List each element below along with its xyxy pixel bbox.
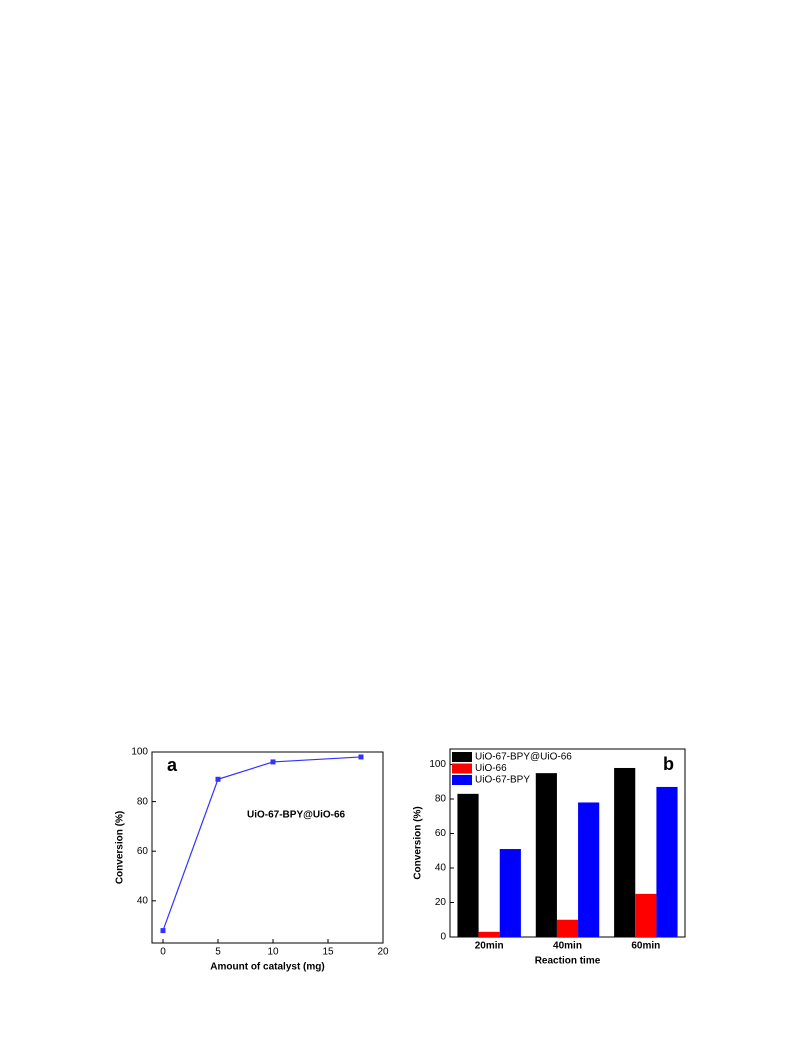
y-tick-label: 100 xyxy=(131,747,148,758)
bar xyxy=(457,793,479,937)
legend-label: UiO-67-BPY xyxy=(475,775,530,786)
bar xyxy=(578,802,600,937)
x-axis-label: Amount of catalyst (mg) xyxy=(210,962,324,973)
series-label: UiO-67-BPY@UiO-66 xyxy=(247,810,346,821)
y-tick-label: 60 xyxy=(137,846,149,857)
bar xyxy=(656,786,678,937)
bar xyxy=(535,773,557,937)
bar xyxy=(614,767,636,937)
y-axis-label: Conversion (%) xyxy=(115,811,126,884)
y-tick-label: 40 xyxy=(435,863,447,874)
annotation-label: b xyxy=(663,754,674,774)
data-line xyxy=(162,756,362,931)
x-tick-label: 20 xyxy=(377,947,389,958)
bar xyxy=(556,919,579,937)
x-tick-label: 10 xyxy=(267,947,279,958)
data-point xyxy=(160,928,166,934)
y-tick-label: 100 xyxy=(429,759,446,770)
legend-swatch xyxy=(452,752,472,762)
legend-label: UiO-67-BPY@UiO-66 xyxy=(475,752,572,763)
legend-label: UiO-66 xyxy=(475,763,507,774)
x-tick-label: 20min xyxy=(475,941,504,952)
y-tick-label: 60 xyxy=(435,828,447,839)
legend-swatch xyxy=(452,763,472,774)
x-tick-label: 40min xyxy=(553,941,582,952)
plot-frame xyxy=(151,751,384,944)
data-point xyxy=(270,759,276,765)
legend-swatch xyxy=(452,775,472,785)
x-tick-label: 15 xyxy=(322,947,334,958)
bar xyxy=(478,931,500,937)
y-axis-label: Conversion (%) xyxy=(413,806,424,879)
annotation-label: a xyxy=(167,755,178,775)
y-tick-label: 0 xyxy=(440,932,446,943)
y-tick-label: 80 xyxy=(137,796,149,807)
y-tick-label: 80 xyxy=(435,794,447,805)
x-tick-label: 5 xyxy=(215,947,221,958)
data-point xyxy=(215,776,221,782)
data-point xyxy=(358,754,364,760)
bar xyxy=(635,893,657,937)
y-tick-label: 20 xyxy=(435,897,447,908)
x-tick-label: 0 xyxy=(160,947,166,958)
bar xyxy=(499,849,521,937)
y-tick-label: 40 xyxy=(137,895,149,906)
x-axis-label: Reaction time xyxy=(535,956,601,967)
x-tick-label: 60min xyxy=(631,941,660,952)
